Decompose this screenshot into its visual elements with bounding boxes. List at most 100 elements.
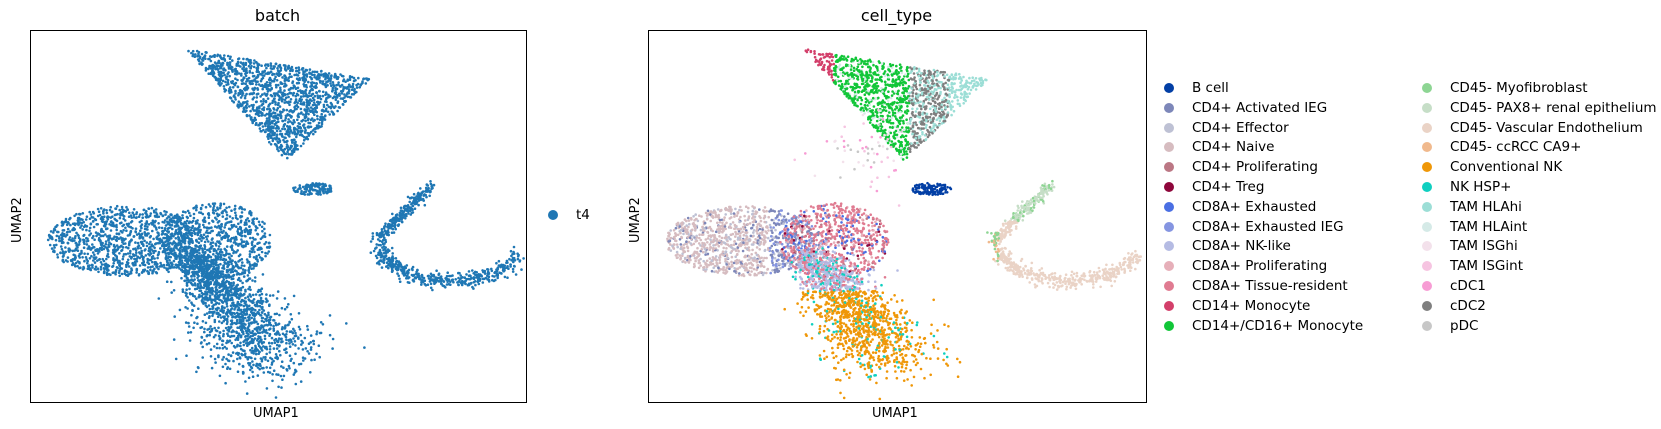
point-t4 xyxy=(353,89,356,92)
point-t4 xyxy=(277,120,280,123)
point-t4 xyxy=(324,190,328,193)
point-t4 xyxy=(281,378,284,382)
point-t4 xyxy=(237,72,241,75)
point-t4 xyxy=(256,242,259,245)
point-t4 xyxy=(288,91,292,94)
point-t4 xyxy=(158,226,161,229)
point-t4 xyxy=(204,272,208,275)
point-t4 xyxy=(286,114,289,117)
point-t4 xyxy=(217,275,220,279)
point-t4 xyxy=(62,260,65,264)
point-t4 xyxy=(250,104,253,107)
point-t4 xyxy=(151,219,155,222)
point-t4 xyxy=(318,355,322,359)
point-t4 xyxy=(516,257,520,261)
point-t4 xyxy=(317,344,321,348)
point-t4 xyxy=(298,186,302,189)
point-t4 xyxy=(75,243,79,246)
point-t4 xyxy=(164,252,168,255)
point-t4 xyxy=(127,246,130,250)
point-t4 xyxy=(140,223,144,226)
point-t4 xyxy=(179,246,182,250)
point-t4 xyxy=(315,86,318,89)
point-t4 xyxy=(227,239,230,242)
point-t4 xyxy=(106,252,110,256)
point-t4 xyxy=(138,235,142,239)
point-t4 xyxy=(229,227,232,231)
point-t4 xyxy=(221,275,225,279)
point-t4 xyxy=(309,106,313,109)
point-t4 xyxy=(100,263,104,266)
point-t4 xyxy=(118,246,121,249)
point-t4 xyxy=(151,265,154,268)
point-t4 xyxy=(235,72,238,76)
point-t4 xyxy=(237,93,240,97)
point-t4 xyxy=(162,263,166,267)
point-t4 xyxy=(249,230,252,234)
point-t4 xyxy=(131,227,134,230)
point-t4 xyxy=(183,266,186,269)
point-t4 xyxy=(236,343,239,347)
point-t4 xyxy=(294,145,297,149)
point-t4 xyxy=(301,185,305,189)
point-t4 xyxy=(117,271,121,274)
point-t4 xyxy=(322,83,326,86)
point-t4 xyxy=(343,93,346,96)
point-t4 xyxy=(351,85,355,89)
point-t4 xyxy=(258,127,262,130)
point-t4 xyxy=(93,238,96,241)
point-t4 xyxy=(245,258,249,261)
point-t4 xyxy=(234,214,238,217)
point-t4 xyxy=(429,286,433,290)
point-t4 xyxy=(108,236,111,240)
point-t4 xyxy=(290,317,294,321)
point-t4 xyxy=(324,109,328,113)
point-t4 xyxy=(257,123,260,127)
point-t4 xyxy=(287,64,291,68)
point-t4 xyxy=(274,75,277,79)
point-t4 xyxy=(259,299,263,302)
point-t4 xyxy=(331,86,335,90)
point-t4 xyxy=(308,72,311,75)
point-t4 xyxy=(251,87,254,90)
point-t4 xyxy=(221,365,225,369)
point-t4 xyxy=(307,121,310,125)
point-t4 xyxy=(230,236,234,240)
point-t4 xyxy=(213,225,217,228)
point-t4 xyxy=(221,339,224,343)
point-t4 xyxy=(135,251,138,254)
point-t4 xyxy=(279,65,282,69)
point-t4 xyxy=(212,249,216,253)
point-t4 xyxy=(203,245,207,248)
point-t4 xyxy=(225,233,229,236)
point-t4 xyxy=(283,127,287,131)
point-t4 xyxy=(234,235,238,239)
point-t4 xyxy=(140,240,144,244)
point-t4 xyxy=(236,78,239,82)
point-t4 xyxy=(307,352,311,355)
point-t4 xyxy=(168,215,171,219)
point-t4 xyxy=(294,66,298,70)
point-t4 xyxy=(222,67,226,70)
point-t4 xyxy=(328,113,332,116)
point-t4 xyxy=(265,387,269,390)
point-t4 xyxy=(242,371,245,375)
point-t4 xyxy=(230,307,234,310)
point-t4 xyxy=(229,55,232,59)
point-t4 xyxy=(255,217,259,220)
point-t4 xyxy=(233,68,236,71)
point-t4 xyxy=(282,138,285,142)
point-t4 xyxy=(245,319,249,322)
point-t4 xyxy=(237,254,241,258)
point-t4 xyxy=(309,118,313,122)
point-t4 xyxy=(300,189,303,193)
point-t4 xyxy=(216,233,219,237)
point-t4 xyxy=(146,228,149,231)
point-t4 xyxy=(238,287,241,291)
point-t4 xyxy=(256,339,259,342)
point-t4 xyxy=(211,314,214,318)
point-t4 xyxy=(275,312,279,316)
point-t4 xyxy=(92,219,95,223)
point-t4 xyxy=(278,139,282,142)
point-t4 xyxy=(184,321,188,324)
